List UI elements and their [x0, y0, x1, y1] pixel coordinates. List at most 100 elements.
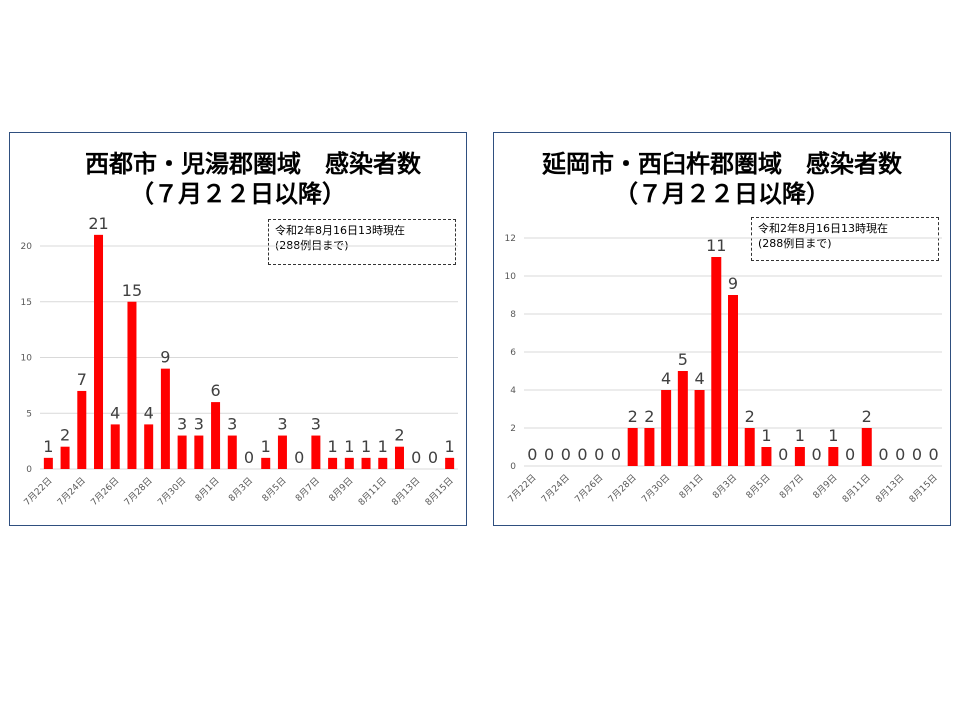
chart-title: 延岡市・西臼杵郡圏域 感染者数	[542, 150, 902, 178]
x-tick-label: 8月15日	[907, 472, 940, 505]
bar	[861, 428, 872, 466]
data-label: 0	[294, 448, 304, 467]
bar	[94, 234, 104, 469]
bar	[160, 368, 170, 469]
x-tick-label: 8月15日	[423, 475, 456, 508]
x-tick-label: 8月13日	[874, 472, 907, 505]
bar	[661, 390, 672, 466]
data-label: 9	[160, 348, 170, 367]
data-label: 2	[394, 426, 404, 445]
data-label: 3	[177, 415, 187, 434]
data-label: 0	[411, 448, 421, 467]
bar	[261, 457, 271, 469]
data-label: 0	[778, 445, 788, 464]
data-label: 0	[812, 445, 822, 464]
y-tick-label: 8	[510, 310, 516, 320]
chart-subtitle: （７月２２日以降）	[614, 180, 830, 208]
y-tick-label: 0	[510, 462, 516, 472]
bar	[677, 371, 688, 466]
data-label: 4	[110, 403, 120, 422]
bar	[728, 295, 738, 466]
chart-title: 西都市・児湯郡圏域 感染者数	[85, 150, 421, 178]
bar	[177, 435, 187, 469]
bar	[828, 447, 839, 466]
bar	[627, 428, 638, 466]
bar	[394, 446, 404, 469]
data-label: 21	[88, 214, 108, 233]
data-label: 1	[43, 437, 53, 456]
x-tick-label: 8月5日	[260, 475, 289, 504]
data-label: 2	[745, 407, 755, 426]
data-label: 0	[611, 445, 621, 464]
y-tick-label: 2	[510, 424, 516, 434]
bar	[378, 457, 388, 469]
data-label: 0	[895, 445, 905, 464]
status-note-count: (288例目まで)	[758, 237, 832, 250]
y-tick-label: 4	[510, 386, 516, 396]
bar	[277, 435, 287, 469]
chart-panel-nobeoka: 延岡市・西臼杵郡圏域 感染者数 （７月２２日以降） 令和2年8月16日13時現在…	[493, 132, 951, 526]
data-label: 0	[929, 445, 939, 464]
bar	[211, 402, 221, 469]
x-tick-label: 8月3日	[227, 475, 256, 504]
data-label: 1	[261, 437, 271, 456]
data-label: 6	[210, 381, 220, 400]
x-tick-label: 7月28日	[122, 475, 155, 508]
x-tick-label: 8月9日	[811, 472, 840, 501]
x-tick-label: 8月11日	[356, 475, 389, 508]
status-note: 令和2年8月16日13時現在 (288例目まで)	[751, 217, 939, 261]
bar	[694, 390, 705, 466]
x-tick-label: 7月30日	[640, 472, 673, 505]
data-label: 0	[428, 448, 438, 467]
bar	[445, 457, 455, 469]
x-tick-label: 8月7日	[293, 475, 322, 504]
bar	[60, 446, 70, 469]
chart-panel-saito: 西都市・児湯郡圏域 感染者数 （７月２２日以降） 令和2年8月16日13時現在 …	[9, 132, 467, 526]
y-tick-label: 15	[21, 298, 32, 308]
bar	[43, 457, 53, 469]
data-label: 1	[761, 426, 771, 445]
data-label: 1	[445, 437, 455, 456]
x-tick-label: 8月7日	[777, 472, 806, 501]
data-label: 5	[678, 350, 688, 369]
y-tick-label: 6	[510, 348, 516, 358]
y-tick-label: 0	[26, 465, 32, 475]
x-tick-label: 7月22日	[22, 475, 55, 508]
data-label: 1	[828, 426, 838, 445]
data-label: 0	[544, 445, 554, 464]
data-label: 7	[77, 370, 87, 389]
bar	[77, 390, 87, 469]
data-label: 0	[244, 448, 254, 467]
data-label: 9	[728, 274, 738, 293]
data-label: 0	[878, 445, 888, 464]
data-label: 3	[311, 415, 321, 434]
x-tick-label: 7月24日	[55, 475, 88, 508]
chart-subtitle: （７月２２日以降）	[130, 180, 346, 208]
data-label: 2	[60, 426, 70, 445]
data-label: 4	[694, 369, 704, 388]
data-label: 3	[277, 415, 287, 434]
x-tick-label: 7月22日	[506, 472, 539, 505]
x-tick-label: 8月3日	[711, 472, 740, 501]
bar	[344, 457, 354, 469]
bar	[227, 435, 237, 469]
x-tick-label: 8月11日	[840, 472, 873, 505]
data-label: 1	[344, 437, 354, 456]
bar	[744, 428, 755, 466]
x-tick-label: 7月26日	[89, 475, 122, 508]
bar	[711, 257, 722, 466]
data-label: 3	[194, 415, 204, 434]
data-label: 2	[644, 407, 654, 426]
x-tick-label: 8月5日	[744, 472, 773, 501]
bar	[761, 447, 772, 466]
x-tick-label: 7月30日	[156, 475, 189, 508]
bar	[794, 447, 805, 466]
data-label: 1	[361, 437, 371, 456]
x-tick-label: 8月13日	[390, 475, 423, 508]
data-label: 11	[706, 236, 726, 255]
y-tick-label: 20	[21, 242, 33, 252]
data-label: 0	[594, 445, 604, 464]
data-label: 0	[577, 445, 587, 464]
bar	[361, 457, 371, 469]
